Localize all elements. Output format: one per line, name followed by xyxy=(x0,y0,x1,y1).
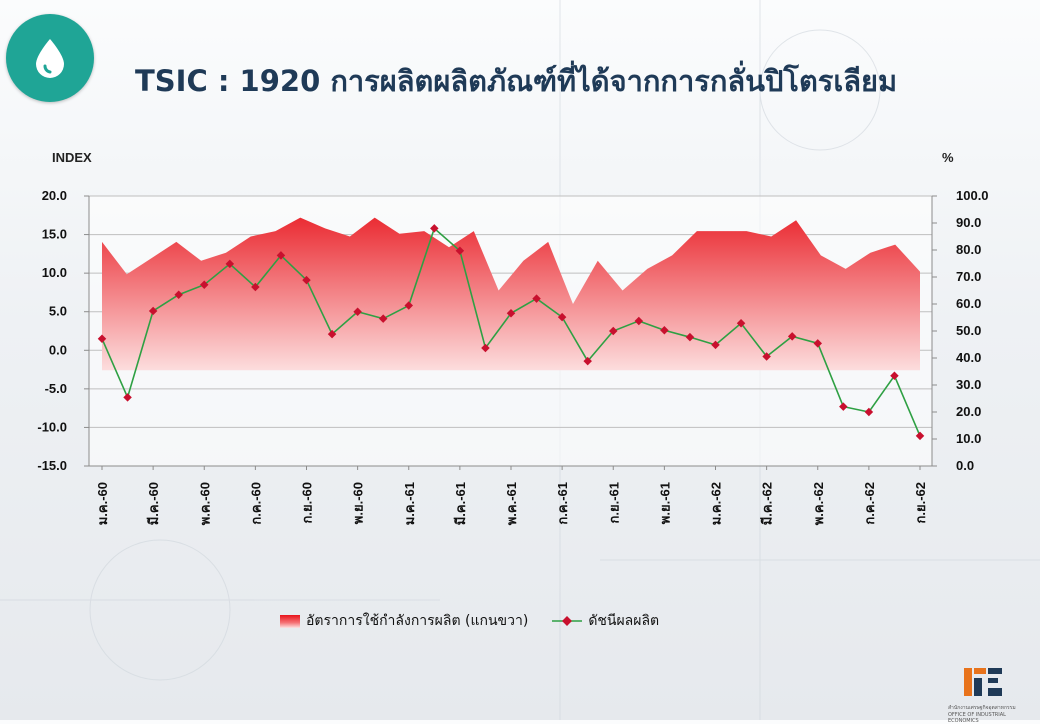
production-index-point xyxy=(864,407,874,417)
production-index-point xyxy=(327,329,337,339)
left-tick-label: 0.0 xyxy=(49,342,67,357)
x-axis-ticks: ม.ค.-60 มี.ค.-60 พ.ค.-60 ก.ค.-60 ก.ย.-60 พ.ย.… xyxy=(95,466,928,525)
production-index-point xyxy=(915,431,925,441)
left-tick-label: 10.0 xyxy=(42,265,67,280)
left-axis-ticks: 20.0 15.0 10.0 5.0 0.0 -5.0 -10.0 -15.0 xyxy=(37,188,89,473)
right-tick-label: 30.0 xyxy=(956,377,981,392)
production-index-point xyxy=(123,393,132,402)
org-name-th: สำนักงานเศรษฐกิจอุตสาหกรรม xyxy=(948,705,1016,711)
production-index-point xyxy=(839,402,848,411)
right-tick-label: 20.0 xyxy=(956,404,981,419)
water-drop-icon-badge xyxy=(6,14,94,102)
production-index-point xyxy=(609,326,618,336)
x-tick-label: พ.ค.-60 xyxy=(197,482,212,525)
x-tick-label: พ.ย.-60 xyxy=(351,482,366,524)
legend-item-area: อัตราการใช้กำลังการผลิต (แกนขวา) xyxy=(280,610,528,632)
production-index-point xyxy=(506,309,516,318)
left-tick-label: -15.0 xyxy=(37,458,67,473)
right-tick-label: 90.0 xyxy=(956,215,981,230)
left-tick-label: -10.0 xyxy=(37,419,67,434)
water-drop-icon xyxy=(36,39,64,78)
line-swatch xyxy=(552,616,583,626)
right-tick-label: 70.0 xyxy=(956,269,981,284)
x-tick-label: ม.ค.-60 xyxy=(95,482,110,525)
x-tick-label: มี.ค.-61 xyxy=(453,482,468,525)
production-index-point xyxy=(787,332,797,341)
production-index-point xyxy=(378,314,388,323)
production-index-point xyxy=(813,339,822,348)
legend: อัตราการใช้กำลังการผลิต (แกนขวา) ดัชนีผล… xyxy=(280,610,659,632)
right-tick-label: 50.0 xyxy=(956,323,981,338)
production-index-point xyxy=(532,294,541,303)
production-index-point xyxy=(97,334,107,343)
x-tick-label: พ.ค.-62 xyxy=(811,482,826,525)
right-tick-label: 10.0 xyxy=(956,431,981,446)
production-index-point xyxy=(200,280,209,289)
oie-logo: สำนักงานเศรษฐกิจอุตสาหกรรม OFFICE OF IND… xyxy=(948,666,1018,724)
production-index-point xyxy=(890,371,899,380)
production-index-point xyxy=(430,224,439,233)
production-index-point xyxy=(736,319,746,328)
right-tick-label: 100.0 xyxy=(956,188,989,203)
production-index-point xyxy=(685,332,695,342)
production-index-point xyxy=(583,356,592,366)
x-tick-label: ม.ค.-62 xyxy=(709,482,724,525)
production-index-point xyxy=(225,259,235,269)
production-index-series xyxy=(97,224,925,441)
x-tick-label: มี.ค.-62 xyxy=(760,482,775,525)
left-tick-label: 20.0 xyxy=(42,188,67,203)
x-tick-label: ก.ย.-60 xyxy=(300,482,315,524)
capacity-area-series xyxy=(102,217,920,371)
left-tick-label: 5.0 xyxy=(49,304,67,319)
right-axis-caption: % xyxy=(942,150,954,165)
x-tick-label: ก.ค.-61 xyxy=(555,482,570,525)
oie-logo-mark xyxy=(964,668,1002,696)
production-index-point xyxy=(148,306,158,316)
x-tick-label: ก.ย.-62 xyxy=(913,482,928,524)
area-swatch xyxy=(280,614,300,628)
x-tick-label: พ.ค.-61 xyxy=(504,482,519,525)
right-axis-ticks: 100.0 90.0 80.0 70.0 60.0 50.0 40.0 30.0 20.0 10.… xyxy=(932,188,989,473)
production-index-point xyxy=(404,301,413,310)
right-tick-label: 0.0 xyxy=(956,458,974,473)
production-index-point xyxy=(481,343,490,353)
legend-item-line: ดัชนีผลผลิต xyxy=(552,610,659,632)
x-tick-label: ก.ย.-61 xyxy=(606,482,621,524)
left-tick-label: -5.0 xyxy=(45,381,67,396)
right-tick-label: 40.0 xyxy=(956,350,981,365)
left-tick-label: 15.0 xyxy=(42,227,67,242)
production-index-point xyxy=(660,325,669,335)
org-name-en: OFFICE OF INDUSTRIAL ECONOMICS xyxy=(948,712,1006,724)
production-index-point xyxy=(711,340,720,350)
production-index-point xyxy=(353,307,362,316)
legend-area-label: อัตราการใช้กำลังการผลิต (แกนขวา) xyxy=(306,613,529,629)
x-tick-label: พ.ย.-61 xyxy=(657,482,672,524)
production-index-point xyxy=(251,282,260,292)
production-index-point xyxy=(634,316,644,326)
production-index-point xyxy=(455,246,465,256)
page-title: TSIC : 1920 การผลิตผลิตภัณฑ์ที่ได้จากการ… xyxy=(135,64,898,98)
production-index-point xyxy=(174,290,183,299)
x-tick-label: ก.ค.-60 xyxy=(248,482,263,525)
x-tick-label: ก.ค.-62 xyxy=(862,482,877,525)
right-tick-label: 60.0 xyxy=(956,296,981,311)
left-axis-caption: INDEX xyxy=(52,150,92,165)
production-index-point xyxy=(276,251,286,260)
x-tick-label: มี.ค.-60 xyxy=(146,482,161,525)
production-index-point xyxy=(762,352,771,361)
production-index-point xyxy=(302,275,311,285)
legend-line-label: ดัชนีผลผลิต xyxy=(588,613,660,629)
capacity-area xyxy=(102,217,920,371)
x-tick-label: ม.ค.-61 xyxy=(402,482,417,525)
right-tick-label: 80.0 xyxy=(956,242,981,257)
production-index-point xyxy=(557,312,567,322)
